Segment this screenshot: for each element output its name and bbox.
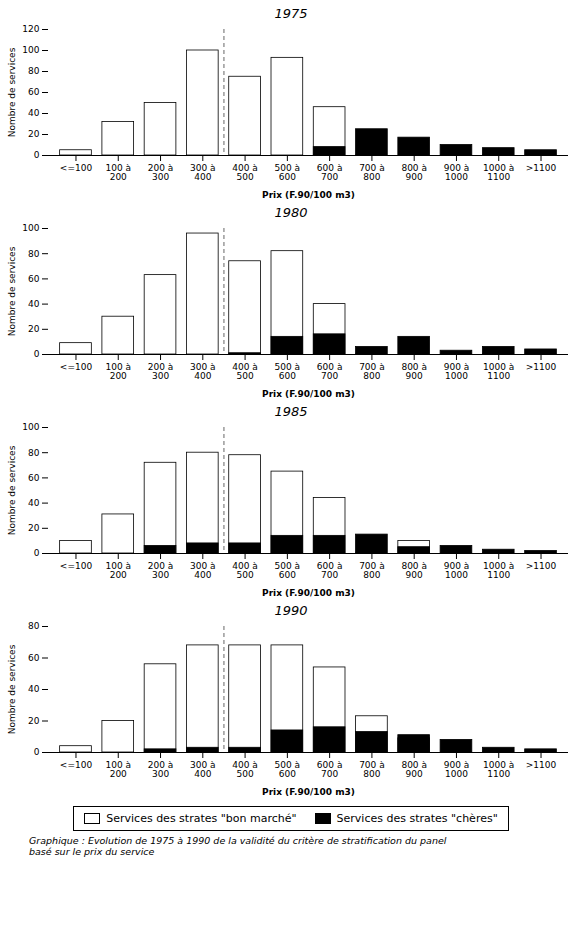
svg-text:100: 100 [22, 45, 39, 55]
svg-text:600 à700: 600 à700 [317, 362, 343, 381]
svg-text:60: 60 [28, 653, 40, 663]
svg-text:Prix (F.90/100 m3): Prix (F.90/100 m3) [262, 190, 355, 200]
svg-text:700 à800: 700 à800 [359, 760, 385, 779]
svg-text:80: 80 [28, 249, 40, 259]
svg-text:900 à1000: 900 à1000 [444, 760, 470, 779]
svg-text:40: 40 [28, 684, 40, 694]
svg-text:>1100: >1100 [526, 561, 557, 571]
svg-text:1000 à1100: 1000 à1100 [483, 163, 514, 182]
svg-text:400 à500: 400 à500 [232, 362, 258, 381]
svg-text:20: 20 [28, 324, 40, 334]
svg-text:300 à400: 300 à400 [190, 163, 216, 182]
svg-text:Prix (F.90/100 m3): Prix (F.90/100 m3) [262, 389, 355, 399]
svg-text:100 à200: 100 à200 [105, 760, 131, 779]
svg-text:60: 60 [28, 473, 40, 483]
svg-text:200 à300: 200 à300 [148, 163, 174, 182]
svg-text:60: 60 [28, 87, 40, 97]
svg-text:Nombre de services: Nombre de services [7, 445, 17, 535]
svg-text:Nombre de services: Nombre de services [7, 644, 17, 734]
svg-text:80: 80 [28, 621, 40, 631]
svg-text:100 à200: 100 à200 [105, 362, 131, 381]
svg-text:200 à300: 200 à300 [148, 760, 174, 779]
svg-text:600 à700: 600 à700 [317, 760, 343, 779]
svg-text:700 à800: 700 à800 [359, 163, 385, 182]
svg-text:<=100: <=100 [60, 163, 93, 173]
svg-text:40: 40 [28, 108, 40, 118]
svg-text:900 à1000: 900 à1000 [444, 362, 470, 381]
svg-text:40: 40 [28, 498, 40, 508]
svg-text:0: 0 [34, 747, 40, 757]
svg-text:20: 20 [28, 523, 40, 533]
svg-text:900 à1000: 900 à1000 [444, 561, 470, 580]
svg-text:800 à900: 800 à900 [401, 760, 427, 779]
svg-text:120: 120 [22, 24, 39, 34]
html-text:Graphique : Evolution de 1975: Graphique : Evolution de 1975 à 1990 de … [29, 835, 447, 857]
svg-text:Nombre de services: Nombre de services [7, 47, 17, 137]
svg-text:700 à800: 700 à800 [359, 362, 385, 381]
svg-text:900 à1000: 900 à1000 [444, 163, 470, 182]
svg-text:Nombre de services: Nombre de services [7, 246, 17, 336]
svg-text:200 à300: 200 à300 [148, 561, 174, 580]
svg-text:600 à700: 600 à700 [317, 163, 343, 182]
html-text:1975: 1975 [274, 6, 308, 21]
svg-text:80: 80 [28, 66, 40, 76]
svg-text:20: 20 [28, 716, 40, 726]
svg-text:Prix (F.90/100 m3): Prix (F.90/100 m3) [262, 787, 355, 797]
svg-text:500 à600: 500 à600 [275, 760, 301, 779]
svg-text:<=100: <=100 [60, 561, 93, 571]
svg-text:1000 à1100: 1000 à1100 [483, 561, 514, 580]
svg-text:300 à400: 300 à400 [190, 362, 216, 381]
svg-text:1000 à1100: 1000 à1100 [483, 760, 514, 779]
svg-text:>1100: >1100 [526, 760, 557, 770]
svg-text:0: 0 [34, 548, 40, 558]
svg-text:500 à600: 500 à600 [275, 163, 301, 182]
svg-text:700 à800: 700 à800 [359, 561, 385, 580]
svg-text:<=100: <=100 [60, 760, 93, 770]
svg-text:100: 100 [22, 223, 39, 233]
svg-text:Prix (F.90/100 m3): Prix (F.90/100 m3) [262, 588, 355, 598]
svg-text:>1100: >1100 [526, 362, 557, 372]
html-text:Services des strates "chères": Services des strates "chères" [336, 812, 498, 825]
svg-text:100: 100 [22, 422, 39, 432]
html-text:Services des strates "bon marc: Services des strates "bon marché" [106, 812, 297, 825]
svg-text:20: 20 [28, 129, 40, 139]
svg-text:100 à200: 100 à200 [105, 163, 131, 182]
svg-text:800 à900: 800 à900 [401, 561, 427, 580]
svg-text:60: 60 [28, 274, 40, 284]
svg-text:1000 à1100: 1000 à1100 [483, 362, 514, 381]
svg-text:200 à300: 200 à300 [148, 362, 174, 381]
svg-text:600 à700: 600 à700 [317, 561, 343, 580]
svg-text:>1100: >1100 [526, 163, 557, 173]
svg-text:400 à500: 400 à500 [232, 561, 258, 580]
svg-text:300 à400: 300 à400 [190, 760, 216, 779]
svg-text:800 à900: 800 à900 [401, 163, 427, 182]
svg-text:500 à600: 500 à600 [275, 561, 301, 580]
svg-text:100 à200: 100 à200 [105, 561, 131, 580]
svg-text:40: 40 [28, 299, 40, 309]
html-text:1985: 1985 [274, 404, 308, 419]
svg-text:800 à900: 800 à900 [401, 362, 427, 381]
html-text:1980: 1980 [274, 205, 308, 220]
svg-text:300 à400: 300 à400 [190, 561, 216, 580]
svg-text:0: 0 [34, 349, 40, 359]
svg-text:<=100: <=100 [60, 362, 93, 372]
svg-text:400 à500: 400 à500 [232, 760, 258, 779]
svg-text:400 à500: 400 à500 [232, 163, 258, 182]
html-text:1990: 1990 [274, 603, 308, 618]
svg-text:80: 80 [28, 448, 40, 458]
svg-text:0: 0 [34, 150, 40, 160]
svg-text:500 à600: 500 à600 [275, 362, 301, 381]
